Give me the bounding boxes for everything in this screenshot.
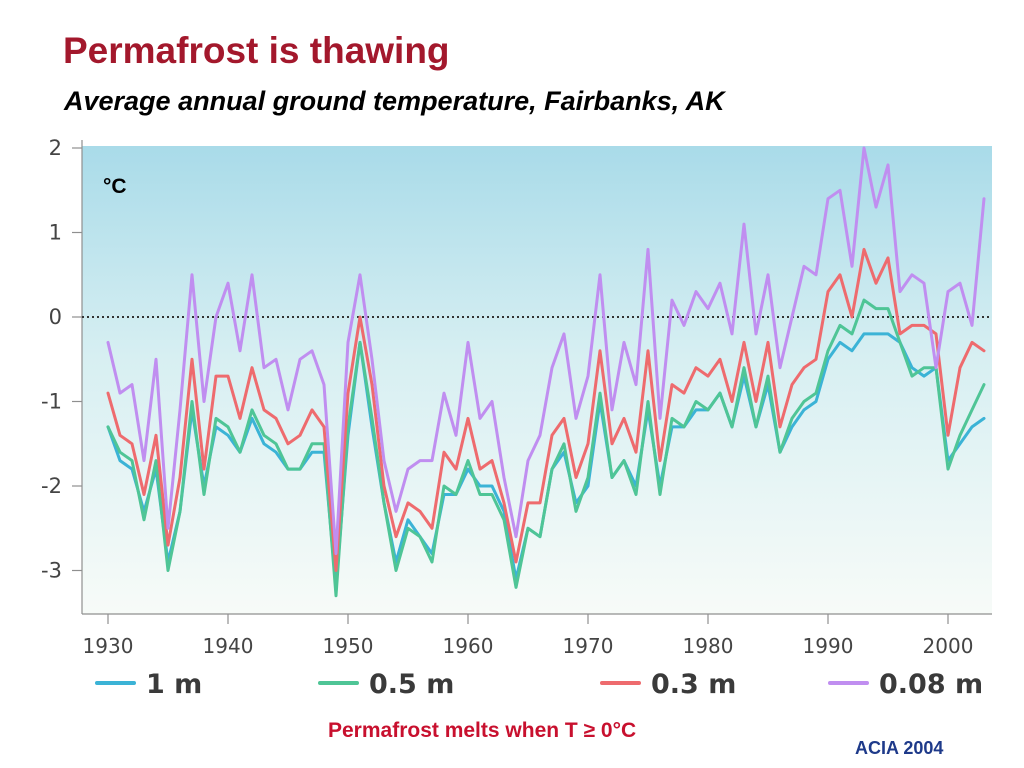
x-tick-label: 1950 — [323, 634, 374, 658]
x-tick-label: 1970 — [563, 634, 614, 658]
legend-label: 0.3 m — [651, 669, 736, 700]
series-line-0-3-m — [106, 247, 986, 572]
legend-label: 0.5 m — [369, 669, 454, 700]
source-credit: ACIA 2004 — [855, 738, 944, 758]
y-tick-label: -3 — [41, 559, 62, 583]
y-tick-label: -1 — [41, 390, 62, 414]
x-tick-label: 1960 — [443, 634, 494, 658]
y-tick-label: -2 — [41, 474, 62, 498]
series-line-0-08-m — [106, 146, 986, 556]
x-tick-label: 2000 — [923, 634, 974, 658]
x-tick-label: 1930 — [83, 634, 134, 658]
x-tick-label: 1980 — [683, 634, 734, 658]
unit-label: °C — [103, 175, 127, 198]
x-tick-label: 1990 — [803, 634, 854, 658]
y-tick-label: 0 — [49, 305, 62, 329]
plot-background — [82, 146, 992, 614]
x-tick-label: 1940 — [203, 634, 254, 658]
legend-label: 1 m — [146, 669, 202, 700]
slide-title: Permafrost is thawing — [63, 30, 450, 71]
legend-label: 0.08 m — [879, 669, 983, 700]
slide-subtitle: Average annual ground temperature, Fairb… — [64, 86, 725, 116]
y-tick-label: 2 — [49, 136, 62, 160]
footer-note: Permafrost melts when T ≥ 0°C — [328, 719, 637, 742]
y-tick-label: 1 — [49, 221, 62, 245]
series-line-0-5-m — [106, 298, 986, 598]
